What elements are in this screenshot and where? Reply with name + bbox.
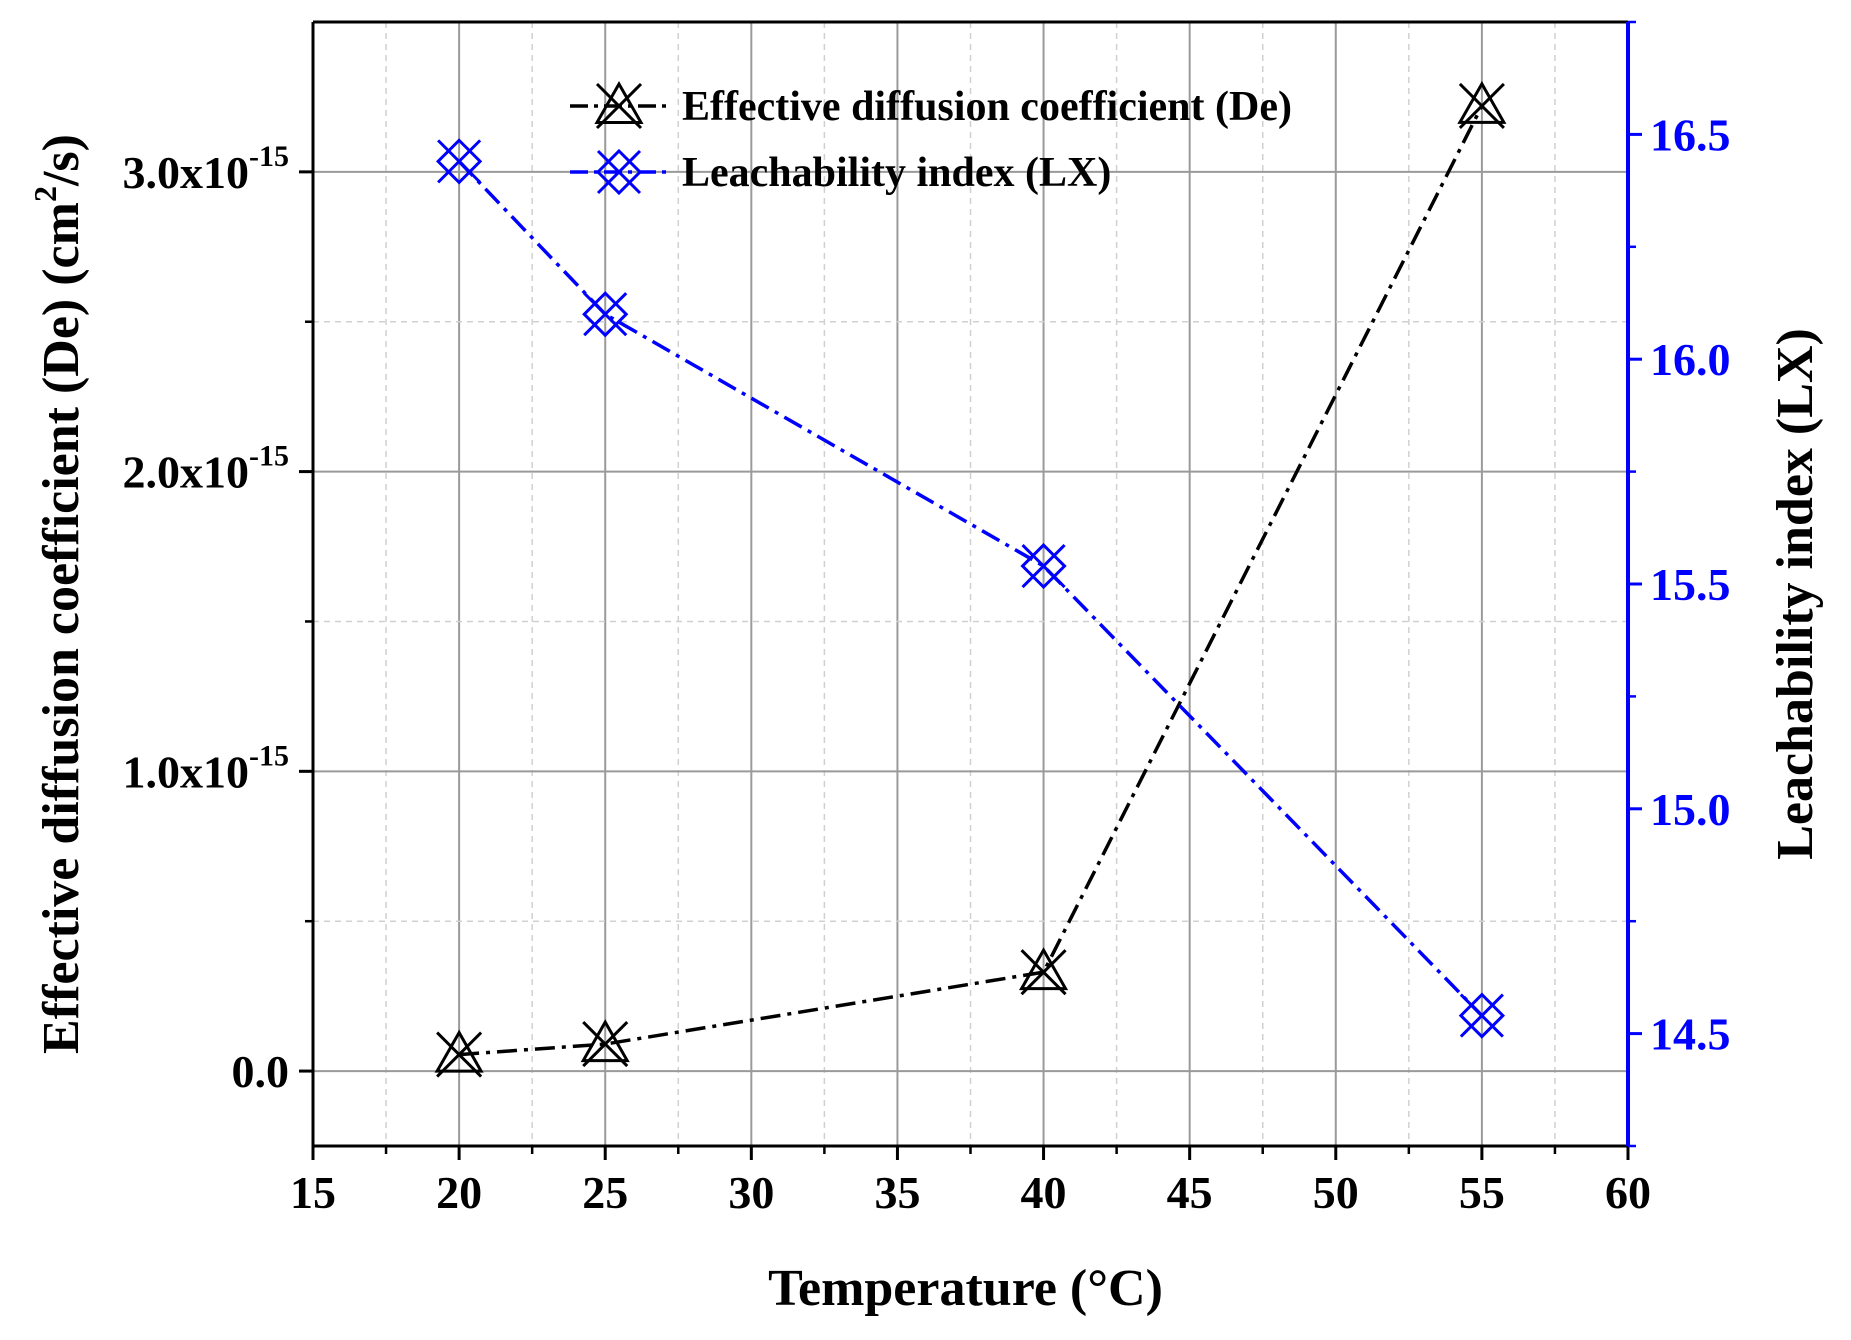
y-right-axis-title: Leachability index (LX) (1767, 328, 1824, 860)
marker-cross-b (582, 1021, 629, 1068)
data-point-series-2 (1020, 542, 1067, 590)
marker-cross-b (1021, 543, 1066, 589)
x-tick-label: 20 (436, 1167, 482, 1218)
series-line-1 (458, 105, 1484, 1057)
y-left-tick-label: 1.0x10-15 (123, 739, 290, 797)
marker-cross-b (437, 139, 482, 184)
tick-mantissa: 3.0x10 (123, 147, 250, 198)
tick-mantissa: 2.0x10 (123, 447, 250, 498)
marker-cross-b (1020, 949, 1067, 996)
y-left-title-end: /s) (33, 134, 90, 187)
marker-triangle (1018, 947, 1069, 991)
y-right-tick-label: 15.0 (1650, 784, 1731, 835)
y-right-tick-label: 16.5 (1650, 109, 1731, 160)
legend: Effective diffusion coefficient (De) Leac… (570, 80, 1292, 196)
data-point-series-2 (582, 291, 629, 338)
tick-mantissa: 1.0x10 (123, 746, 250, 797)
tick-mantissa: 0.0 (232, 1046, 290, 1097)
legend-marker-1 (594, 80, 644, 130)
x-tick-label: 60 (1605, 1167, 1651, 1218)
x-tick-label: 35 (874, 1167, 920, 1218)
y-right-tick-label: 14.5 (1650, 1009, 1731, 1060)
series (434, 80, 1507, 1078)
y-left-title-sup: 2 (27, 186, 63, 202)
x-tick-label: 45 (1167, 1167, 1213, 1218)
y-left-axis-title: Effective diffusion coefficient (De) (cm… (27, 134, 90, 1054)
x-tick-label: 50 (1313, 1167, 1359, 1218)
legend-marker-triangle (594, 80, 644, 124)
x-tick-label: 15 (290, 1167, 336, 1218)
legend-marker-cross-b (596, 149, 642, 195)
marker-cross-b (1458, 82, 1505, 129)
legend-marker-2 (595, 148, 643, 196)
data-point-series-1 (1457, 80, 1507, 129)
y-left-title-main: Effective diffusion coefficient (De) (cm (33, 202, 90, 1054)
data-point-series-1 (434, 1029, 484, 1078)
tick-exponent: -15 (249, 739, 289, 772)
legend-marker-diamond (595, 148, 643, 196)
y-right-tick-label: 16.0 (1650, 334, 1731, 385)
data-point-series-1 (580, 1019, 630, 1068)
series-line-2 (457, 160, 1484, 1017)
legend-marker-cross-b (595, 82, 643, 130)
y-right-tick-label: 15.5 (1650, 559, 1731, 610)
marker-cross-b (1459, 993, 1504, 1038)
marker-diamond (435, 138, 483, 185)
x-tick-label: 25 (582, 1167, 628, 1218)
marker-diamond (582, 291, 629, 338)
x-tick-label: 40 (1021, 1167, 1067, 1218)
axes: 15 20 25 30 35 40 45 50 55 600.01.0x10-152.0x10-1… (27, 20, 1824, 1317)
marker-triangle (1457, 80, 1507, 124)
x-tick-label: 55 (1459, 1167, 1505, 1218)
marker-triangle (580, 1019, 630, 1063)
y-left-tick-label: 0.0 (232, 1046, 290, 1097)
marker-diamond (1020, 542, 1067, 590)
marker-cross-b (436, 1031, 483, 1078)
legend-label-1: Effective diffusion coefficient (De) (682, 84, 1292, 130)
tick-exponent: -15 (249, 440, 289, 473)
y-left-tick-label: 3.0x10-15 (123, 140, 290, 198)
x-axis-title: Temperature (°C) (768, 1260, 1163, 1317)
marker-triangle (434, 1029, 484, 1073)
x-tick-label: 30 (728, 1167, 774, 1218)
grid (313, 22, 1628, 1146)
data-point-series-2 (435, 138, 483, 185)
legend-label-2: Leachability index (LX) (682, 150, 1111, 196)
tick-exponent: -15 (249, 140, 289, 173)
data-point-series-2 (1458, 992, 1506, 1039)
marker-cross-b (583, 292, 628, 337)
marker-diamond (1458, 992, 1506, 1039)
data-point-series-1 (1018, 947, 1069, 996)
y-left-tick-label: 2.0x10-15 (123, 440, 290, 498)
